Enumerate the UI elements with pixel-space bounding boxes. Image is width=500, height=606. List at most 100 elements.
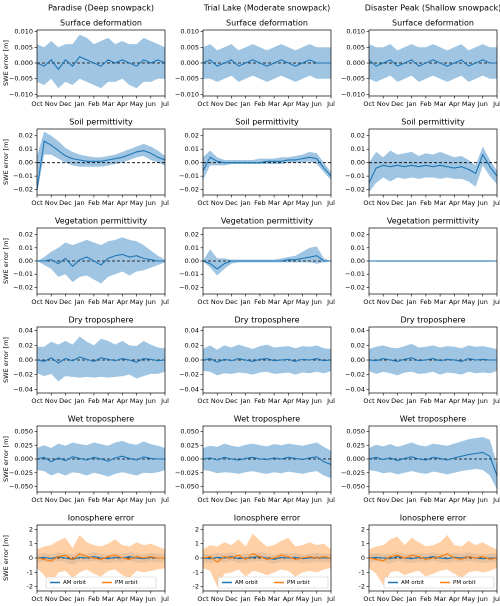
y-tick-label: 0 <box>361 554 365 562</box>
x-tick-label: Dec <box>391 100 404 108</box>
panel-title: Wet troposphere <box>400 415 467 424</box>
error-band <box>37 336 165 382</box>
x-tick-label: Apr <box>117 595 129 603</box>
y-tick-label: 0.00 <box>351 356 365 364</box>
x-tick-label: Feb <box>88 595 100 603</box>
x-tick-label: Jul <box>160 595 169 603</box>
x-tick-label: Jan <box>406 496 417 504</box>
y-tick-label: −0.050 <box>9 483 33 491</box>
error-band <box>203 442 331 479</box>
plot-area <box>37 131 165 194</box>
legend: AM orbit PM orbit <box>383 576 495 589</box>
x-tick-label: Feb <box>420 496 432 504</box>
x-tick-label: Oct <box>31 496 43 504</box>
x-tick-label: Jan <box>406 595 417 603</box>
x-tick-label: Feb <box>254 298 266 306</box>
plot-area <box>37 535 165 584</box>
series-line <box>203 255 331 270</box>
y-tick-label: 0.04 <box>185 327 199 335</box>
y-axis-label: SWE error [m] <box>2 436 10 482</box>
y-tick-label: 0.050 <box>180 428 199 436</box>
x-tick-label: Mar <box>434 199 447 207</box>
x-tick-label: May <box>296 298 310 306</box>
x-tick-label: Mar <box>268 397 281 405</box>
x-tick-label: Mar <box>434 397 447 405</box>
x-tick-label: Jan <box>74 100 85 108</box>
x-tick-label: May <box>296 100 310 108</box>
x-tick-label: Dec <box>59 397 72 405</box>
x-tick-label: Jun <box>311 595 322 603</box>
x-tick-label: Jan <box>406 199 417 207</box>
x-tick-label: Dec <box>59 496 72 504</box>
x-tick-label: Jun <box>477 397 488 405</box>
x-tick-label: May <box>130 100 144 108</box>
x-tick-label: Nov <box>377 100 390 108</box>
x-tick-label: Mar <box>434 595 447 603</box>
x-tick-label: Jun <box>311 496 322 504</box>
legend-label: PM orbit <box>287 580 310 586</box>
series-line <box>37 140 165 190</box>
x-tick-label: Oct <box>363 496 375 504</box>
x-tick-label: Dec <box>225 496 238 504</box>
x-tick-label: Jan <box>74 397 85 405</box>
x-tick-label: Apr <box>283 397 295 405</box>
y-tick-label: 0.050 <box>346 428 365 436</box>
x-tick-label: Dec <box>59 199 72 207</box>
x-tick-label: Jan <box>74 595 85 603</box>
x-tick-label: May <box>296 595 310 603</box>
x-tick-label: Oct <box>197 595 209 603</box>
x-tick-label: Jul <box>160 199 169 207</box>
x-tick-label: Apr <box>283 298 295 306</box>
x-tick-label: Mar <box>102 397 115 405</box>
error-band <box>37 34 165 89</box>
y-axis-label: SWE error [m] <box>2 238 10 284</box>
plot-area <box>369 260 497 262</box>
x-tick-label: Jul <box>326 199 335 207</box>
plot-area <box>37 34 165 89</box>
error-band <box>369 44 497 82</box>
y-tick-label: 0.025 <box>346 441 365 449</box>
legend-label: PM orbit <box>115 580 138 586</box>
plot-area <box>203 442 331 479</box>
x-tick-label: Feb <box>420 595 432 603</box>
y-tick-label: −0.025 <box>175 469 199 477</box>
plot-frame <box>36 128 166 196</box>
x-tick-label: Jun <box>477 496 488 504</box>
y-tick-label: 1 <box>195 540 199 548</box>
x-tick-label: Nov <box>45 298 58 306</box>
x-tick-label: Jan <box>74 298 85 306</box>
legend-label: AM orbit <box>63 580 87 586</box>
y-tick-label: 0.005 <box>346 43 365 51</box>
x-tick-label: Feb <box>88 298 100 306</box>
panel-title: Soil permittivity <box>69 118 133 127</box>
panel: Surface deformation −0.010 −0.005 0.000 0.00… <box>341 19 500 109</box>
x-tick-label: May <box>462 100 476 108</box>
x-tick-label: Mar <box>102 298 115 306</box>
x-tick-label: Feb <box>88 496 100 504</box>
y-axis-label: SWE error [m] <box>2 337 10 383</box>
x-tick-label: Nov <box>211 100 224 108</box>
x-tick-label: Apr <box>117 199 129 207</box>
legend-label: PM orbit <box>453 580 476 586</box>
y-tick-label: −0.04 <box>179 385 199 393</box>
y-tick-label: −0.01 <box>13 172 33 180</box>
x-tick-label: Jan <box>240 199 251 207</box>
y-tick-label: −0.01 <box>345 270 365 278</box>
y-tick-label: 0.02 <box>185 341 199 349</box>
x-tick-label: Oct <box>31 199 43 207</box>
y-axis-label: SWE error [m] <box>2 535 10 581</box>
x-tick-label: May <box>296 199 310 207</box>
legend-box <box>383 576 495 589</box>
x-tick-label: Feb <box>254 199 266 207</box>
panel: Wet troposphere −0.050 −0.025 0.000 0.025 0.0… <box>175 415 335 505</box>
x-tick-label: Jun <box>145 100 156 108</box>
y-tick-label: −0.04 <box>345 385 365 393</box>
x-tick-label: Oct <box>363 397 375 405</box>
y-tick-label: 0 <box>195 554 199 562</box>
y-tick-label: 0.01 <box>351 244 365 252</box>
plot-area <box>369 343 497 376</box>
x-tick-label: Oct <box>197 100 209 108</box>
plot-area <box>369 146 497 193</box>
y-tick-label: 0.00 <box>185 356 199 364</box>
